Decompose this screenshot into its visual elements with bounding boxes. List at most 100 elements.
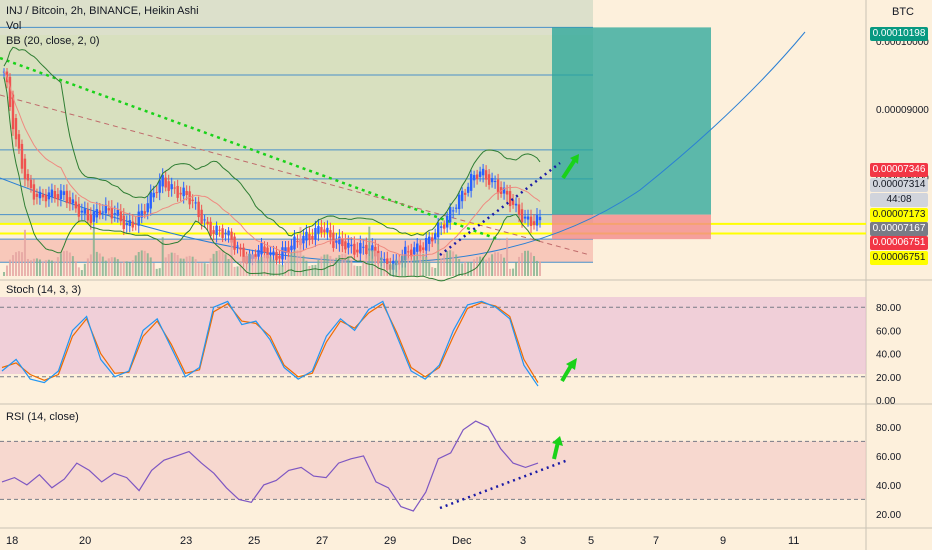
- volume-bar: [362, 260, 365, 276]
- stoch-y-tick: 80.00: [876, 303, 901, 314]
- currency-label[interactable]: BTC: [892, 6, 914, 18]
- target-zone[interactable]: [552, 27, 711, 215]
- candle-body: [314, 227, 317, 240]
- candle-body: [413, 247, 416, 255]
- volume-bar: [533, 256, 536, 276]
- volume-bar: [239, 261, 242, 276]
- candle-body: [170, 184, 173, 190]
- candle-body: [472, 175, 476, 181]
- volume-bar: [455, 254, 458, 276]
- volume-bar: [212, 253, 215, 276]
- volume-bar: [44, 260, 47, 276]
- volume-bar: [65, 250, 68, 276]
- volume-bar: [488, 257, 491, 276]
- volume-bar: [260, 256, 263, 276]
- volume-bar: [290, 252, 293, 276]
- volume-bar: [38, 259, 41, 276]
- candle-body: [47, 192, 51, 200]
- candle-body: [517, 204, 521, 215]
- candle-body: [505, 190, 509, 195]
- candle-body: [53, 190, 57, 199]
- candle-body: [242, 247, 245, 263]
- volume-bar: [341, 253, 344, 276]
- volume-bar: [320, 256, 323, 276]
- candle-body: [161, 174, 164, 187]
- volume-bar: [425, 256, 428, 276]
- volume-bar: [101, 256, 104, 276]
- volume-bar: [446, 251, 449, 276]
- bb-basis: [3, 71, 541, 257]
- candle-body: [538, 216, 542, 221]
- volume-bar: [449, 250, 452, 276]
- curve-line: [0, 31, 806, 263]
- candle-body: [487, 174, 491, 185]
- volume-bar: [140, 250, 143, 276]
- volume-bar: [350, 260, 353, 276]
- candle-body: [62, 191, 66, 195]
- volume-bar: [119, 262, 122, 276]
- candle-body: [143, 211, 146, 214]
- volume-bar: [209, 258, 212, 276]
- volume-bar: [494, 252, 497, 276]
- stoch-band: [0, 297, 866, 374]
- volume-bar: [188, 255, 191, 276]
- candle-body: [514, 203, 518, 206]
- volume-bar: [83, 263, 86, 276]
- candle-body: [529, 216, 533, 226]
- candle-body: [254, 254, 257, 259]
- candle-body: [227, 230, 230, 236]
- volume-bar: [326, 254, 329, 276]
- candle-body: [137, 211, 140, 226]
- rsi-arrow: [552, 441, 560, 460]
- candle-body: [104, 204, 108, 214]
- stop-zone[interactable]: [552, 214, 711, 240]
- volume-bar: [404, 255, 407, 276]
- candle-body: [80, 210, 84, 213]
- candle-body: [119, 211, 122, 222]
- candle-body: [445, 215, 449, 228]
- volume-bar: [518, 256, 521, 276]
- volume-bar: [107, 258, 110, 276]
- volume-bar: [230, 239, 233, 276]
- volume-bar: [35, 258, 38, 276]
- price-tag: 0.00007167: [870, 222, 928, 236]
- candle-body: [428, 236, 431, 244]
- volume-bar: [68, 252, 71, 276]
- volume-bar: [143, 250, 146, 276]
- x-tick: 29: [384, 535, 396, 547]
- candle-body: [433, 233, 437, 239]
- volume-bar: [92, 227, 95, 276]
- y-tick: 0.00009000: [876, 105, 929, 116]
- volume-bar: [422, 253, 425, 276]
- volume-bar: [398, 256, 401, 276]
- volume-bar: [200, 262, 203, 276]
- volume-bar: [371, 250, 374, 276]
- candle-body: [475, 174, 479, 180]
- candle-body: [134, 223, 137, 225]
- volume-bar: [173, 252, 176, 276]
- candle-body: [407, 251, 410, 253]
- volume-bar: [218, 250, 221, 276]
- volume-bar: [359, 266, 362, 276]
- volume-bar: [266, 254, 269, 276]
- volume-bar: [8, 259, 11, 276]
- volume-bar: [317, 260, 320, 276]
- volume-bar: [530, 252, 533, 276]
- candle-body: [431, 237, 434, 242]
- candle-body: [296, 241, 299, 243]
- volume-bar: [17, 251, 20, 276]
- volume-bar: [170, 252, 173, 276]
- volume-bar: [527, 250, 530, 276]
- volume-bar: [515, 262, 518, 276]
- candle-body: [523, 216, 527, 219]
- volume-bar: [344, 254, 347, 276]
- volume-bars: [3, 226, 541, 276]
- volume-bar: [77, 267, 80, 276]
- candle-body: [257, 249, 260, 257]
- candle-body: [335, 240, 338, 243]
- volume-bar: [167, 254, 170, 276]
- candle-body: [439, 226, 443, 228]
- volume-bar: [536, 260, 539, 276]
- candle-body: [176, 185, 179, 198]
